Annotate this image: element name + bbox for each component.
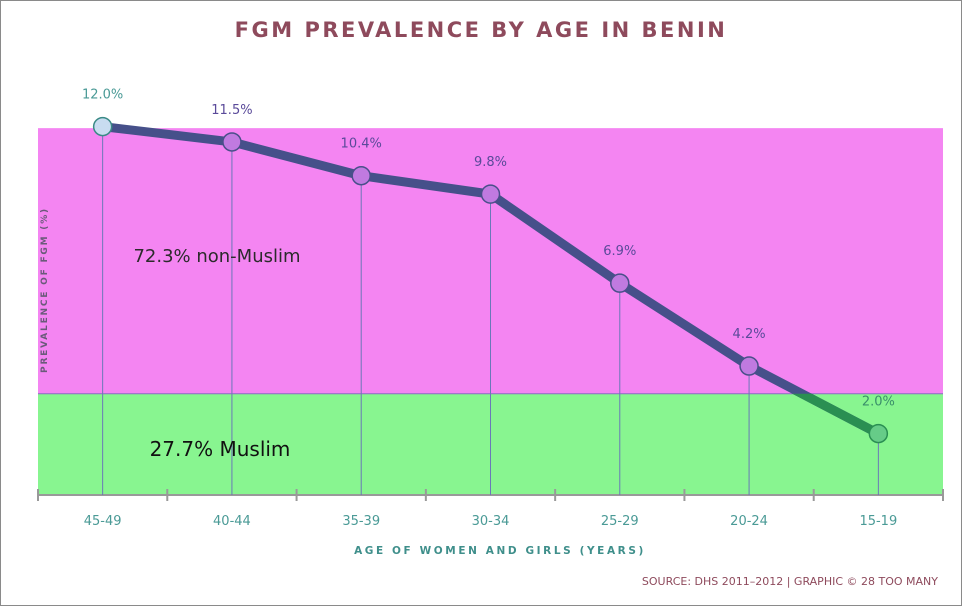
- band-label-non-muslim: 72.3% non-Muslim: [133, 246, 300, 267]
- data-label-15-19: 2.0%: [862, 395, 895, 410]
- data-label-20-24: 4.2%: [733, 327, 766, 342]
- data-label-45-49: 12.0%: [82, 88, 123, 103]
- x-tick-label-45-49: 45-49: [84, 514, 122, 529]
- data-label-30-34: 9.8%: [474, 155, 507, 170]
- x-tick-label-20-24: 20-24: [730, 514, 768, 529]
- x-axis-label: AGE OF WOMEN AND GIRLS (YEARS): [354, 545, 646, 557]
- data-label-40-44: 11.5%: [211, 103, 252, 118]
- data-point-30-34: [480, 184, 501, 204]
- data-point-15-19: [868, 423, 889, 444]
- data-point-25-29: [610, 273, 630, 293]
- x-tick-label-15-19: 15-19: [859, 514, 897, 529]
- data-point-35-39: [351, 165, 371, 186]
- data-point-45-49: [92, 116, 113, 137]
- x-tick-label-30-34: 30-34: [472, 514, 510, 529]
- x-tick-label-40-44: 40-44: [213, 514, 251, 529]
- x-tick-label-25-29: 25-29: [601, 514, 639, 529]
- y-axis-label: PREVALENCE OF FGM (%): [40, 207, 50, 373]
- chart-title: FGM PREVALENCE BY AGE IN BENIN: [235, 18, 728, 42]
- data-label-35-39: 10.4%: [341, 137, 382, 152]
- data-label-25-29: 6.9%: [603, 244, 636, 259]
- data-point-20-24: [739, 356, 759, 376]
- x-tick-label-35-39: 35-39: [342, 514, 380, 529]
- band-label-muslim: 27.7% Muslim: [150, 437, 291, 461]
- data-point-40-44: [222, 132, 242, 152]
- source-note: SOURCE: DHS 2011–2012 | GRAPHIC © 28 TOO…: [642, 575, 938, 588]
